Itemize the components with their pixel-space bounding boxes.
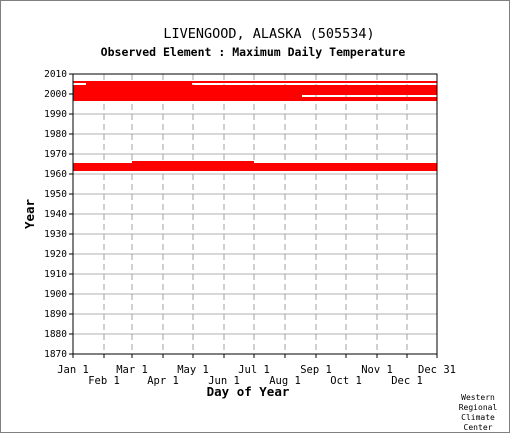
observation-band [73, 91, 437, 93]
x-tick-label: Oct 1 [330, 375, 362, 387]
x-axis-label: Day of Year [207, 384, 290, 399]
x-tick-label: Nov 1 [361, 364, 393, 376]
y-tick-label: 1940 [44, 209, 67, 220]
y-tick-label: 1870 [44, 349, 67, 360]
observation-band [86, 83, 192, 85]
x-tick-label: Dec 1 [391, 375, 423, 387]
x-tick-label: Feb 1 [88, 375, 120, 387]
credit-line: Western [461, 393, 495, 402]
x-tick-label: Jul 1 [238, 364, 270, 376]
y-axis-ticks: 1870 1880 1890 1900 1910 1920 1930 1940 1950 1960… [44, 69, 73, 360]
chart-subtitle: Observed Element : Maximum Daily Tempera… [101, 45, 406, 59]
y-tick-label: 1900 [44, 289, 67, 300]
observation-band [73, 97, 437, 99]
y-tick-label: 1890 [44, 309, 67, 320]
y-tick-label: 1930 [44, 229, 67, 240]
observation-band [73, 99, 437, 101]
observation-band [132, 165, 437, 167]
x-tick-label: Jan 1 [57, 364, 89, 376]
x-tick-label: Apr 1 [147, 375, 179, 387]
observation-band [73, 165, 132, 167]
x-tick-label: Sep 1 [300, 364, 332, 376]
gridlines [72, 73, 438, 355]
y-tick-label: 1960 [44, 169, 67, 180]
chart-title: LIVENGOOD, ALASKA (505534) [163, 26, 374, 42]
data-marks [73, 81, 437, 171]
credit-line: Center [464, 423, 493, 432]
y-tick-label: 2000 [44, 89, 67, 100]
y-tick-label: 1920 [44, 249, 67, 260]
credit-line: Climate [461, 413, 495, 422]
x-tick-label: Mar 1 [116, 364, 148, 376]
y-tick-label: 1950 [44, 189, 67, 200]
y-tick-label: 1970 [44, 149, 67, 160]
x-tick-label: Aug 1 [269, 375, 301, 387]
y-tick-label: 1880 [44, 329, 67, 340]
x-tick-label: Dec 31 [418, 364, 456, 376]
observation-band [73, 81, 437, 83]
y-tick-label: 2010 [44, 69, 67, 80]
observation-band [73, 169, 437, 171]
x-tick-label: Jun 1 [208, 375, 240, 387]
y-axis-label: Year [22, 198, 37, 229]
observation-band [73, 95, 302, 97]
observation-band [73, 167, 437, 169]
observation-band [132, 161, 254, 163]
observation-band [73, 93, 437, 95]
x-tick-label: May 1 [177, 364, 209, 376]
observation-band [73, 87, 437, 89]
observation-band [73, 89, 437, 91]
observation-band [73, 163, 437, 165]
observation-band [73, 85, 437, 87]
y-tick-label: 1990 [44, 109, 67, 120]
y-tick-label: 1910 [44, 269, 67, 280]
credit-line: Regional [459, 403, 498, 412]
y-tick-label: 1980 [44, 129, 67, 140]
